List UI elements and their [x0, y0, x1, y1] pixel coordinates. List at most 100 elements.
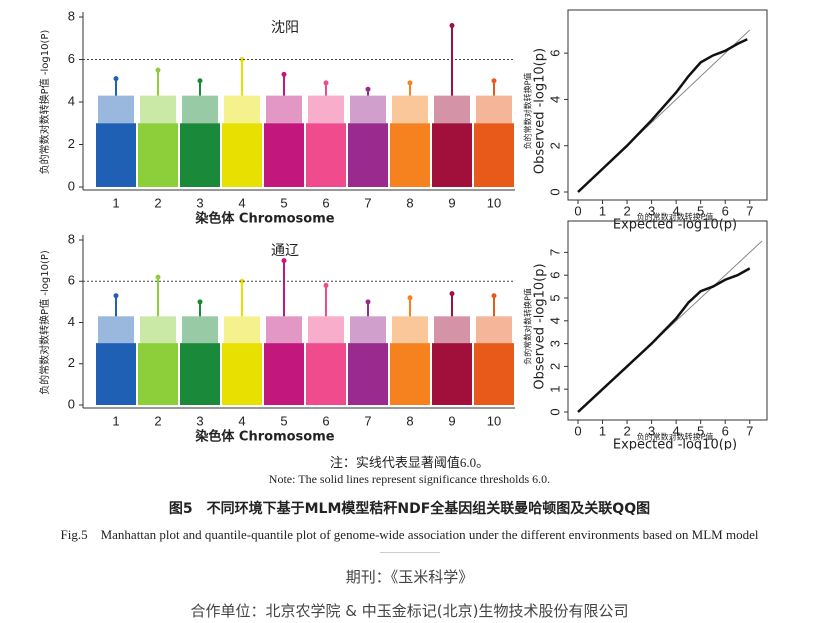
- peak-point: [323, 80, 329, 86]
- x-tick-label: 9: [448, 195, 455, 210]
- y-tick-label: 4: [547, 96, 562, 103]
- peak-point: [239, 278, 245, 284]
- x-axis-label: 染色体 Chromosome: [194, 429, 334, 445]
- point-cloud: [432, 123, 472, 187]
- point-cloud-upper: [140, 316, 176, 344]
- point-cloud-upper: [476, 316, 512, 344]
- x-tick-label: 1: [112, 413, 119, 428]
- affiliation: 合作单位：北京农学院 & 中玉金标记(北京)生物技术股份有限公司: [190, 602, 629, 620]
- separator: [380, 552, 440, 553]
- x-tick-label: 7: [364, 413, 371, 428]
- caption-en: Fig.5 Manhattan plot and quantile-quanti…: [60, 527, 759, 542]
- y-tick-label: 2: [547, 363, 562, 370]
- peak-point: [323, 282, 329, 288]
- x-tick-label: 7: [746, 203, 753, 218]
- point-cloud: [264, 343, 304, 405]
- x-tick-label: 3: [648, 423, 655, 438]
- plot-frame: [567, 9, 768, 201]
- x-tick-label: 2: [623, 423, 630, 438]
- peak-point: [407, 295, 413, 301]
- x-tick-label: 7: [746, 423, 753, 438]
- x-tick-label: 8: [406, 413, 413, 428]
- y-tick-label: 1: [547, 386, 562, 393]
- point-cloud-upper: [434, 316, 470, 344]
- point-cloud: [222, 343, 262, 405]
- point-cloud-upper: [308, 95, 344, 124]
- point-cloud: [348, 343, 388, 405]
- y-tick-label: 3: [547, 340, 562, 347]
- x-axis-label: Expected -log10(p): [613, 438, 737, 451]
- x-tick-label: 4: [238, 195, 245, 210]
- x-tick-label: 0: [574, 423, 581, 438]
- chart-title: 通辽: [271, 243, 299, 259]
- y-tick-label: 6: [68, 51, 75, 66]
- x-tick-label: 2: [154, 413, 161, 428]
- y-tick-label: 0: [547, 408, 562, 415]
- point-cloud-upper: [392, 316, 428, 344]
- y-tick-label: 2: [68, 136, 75, 151]
- x-axis-label-cn: 负的常数对数转换P值: [637, 212, 714, 222]
- point-cloud: [390, 343, 430, 405]
- point-cloud-upper: [350, 95, 386, 124]
- point-cloud: [222, 123, 262, 187]
- peak-point: [155, 274, 161, 280]
- x-axis-label-cn: 负的常数对数转换P值: [637, 432, 714, 442]
- y-tick-label: 6: [547, 272, 562, 279]
- x-tick-label: 8: [406, 195, 413, 210]
- point-cloud-upper: [434, 95, 470, 124]
- y-tick-label: 6: [547, 50, 562, 57]
- peak-point: [365, 86, 371, 92]
- observed-curve: [577, 267, 751, 413]
- y-tick-label: 8: [68, 231, 75, 246]
- peak-point: [365, 299, 371, 305]
- point-cloud: [180, 343, 220, 405]
- x-tick-label: 6: [722, 203, 729, 218]
- y-axis-label: Observed -log10(p): [533, 263, 548, 389]
- y-tick-label: 5: [547, 294, 562, 301]
- x-tick-label: 3: [196, 195, 203, 210]
- y-tick-label: 4: [547, 317, 562, 324]
- point-cloud-upper: [350, 316, 386, 344]
- point-cloud-upper: [392, 95, 428, 124]
- x-tick-label: 10: [487, 195, 501, 210]
- x-tick-label: 6: [322, 195, 329, 210]
- y-axis-label-cn: 负的常数对数转换P值: [523, 73, 533, 150]
- x-tick-label: 3: [196, 413, 203, 428]
- x-tick-label: 4: [673, 203, 680, 218]
- journal: 期刊：《玉米科学》: [345, 568, 474, 586]
- y-tick-label: 6: [68, 273, 75, 288]
- x-tick-label: 6: [722, 423, 729, 438]
- x-tick-label: 10: [487, 413, 501, 428]
- caption-cn: 图5 不同环境下基于MLM模型秸秆NDF全基因组关联曼哈顿图及关联QQ图: [168, 501, 651, 517]
- x-tick-label: 0: [574, 203, 581, 218]
- x-tick-label: 7: [364, 195, 371, 210]
- point-cloud: [390, 123, 430, 187]
- x-tick-label: 2: [154, 195, 161, 210]
- x-tick-label: 5: [280, 413, 287, 428]
- x-tick-label: 3: [648, 203, 655, 218]
- x-tick-label: 6: [322, 413, 329, 428]
- x-tick-label: 5: [697, 203, 704, 218]
- x-tick-label: 2: [623, 203, 630, 218]
- point-cloud-upper: [182, 95, 218, 124]
- x-tick-label: 4: [238, 413, 245, 428]
- x-tick-label: 1: [599, 423, 606, 438]
- y-axis-label: 负的常数对数转换P值 -log10(P): [38, 250, 51, 395]
- point-cloud: [180, 123, 220, 187]
- note-en: Note: The solid lines represent signific…: [268, 472, 551, 486]
- peak-point: [449, 291, 455, 297]
- peak-point: [449, 23, 455, 28]
- peak-point: [239, 57, 245, 62]
- y-axis-label-cn: 负的常数对数转换P值: [523, 288, 533, 365]
- point-cloud-upper: [308, 316, 344, 344]
- point-cloud: [96, 123, 136, 187]
- peak-point: [113, 76, 119, 82]
- point-cloud-upper: [476, 95, 512, 124]
- peak-point: [491, 78, 497, 84]
- y-tick-label: 2: [68, 355, 75, 370]
- x-tick-label: 1: [112, 195, 119, 210]
- x-tick-label: 5: [280, 195, 287, 210]
- point-cloud: [432, 343, 472, 405]
- peak-point: [113, 293, 119, 299]
